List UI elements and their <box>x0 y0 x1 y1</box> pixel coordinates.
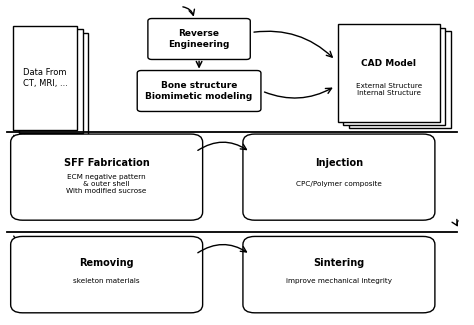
FancyBboxPatch shape <box>13 26 77 130</box>
Text: External Structure
Internal Structure: External Structure Internal Structure <box>356 83 422 96</box>
FancyBboxPatch shape <box>243 237 435 313</box>
FancyBboxPatch shape <box>11 134 202 220</box>
Text: Removing: Removing <box>79 258 134 267</box>
FancyBboxPatch shape <box>18 29 82 133</box>
Text: Bone structure
Biomimetic modeling: Bone structure Biomimetic modeling <box>146 81 253 101</box>
Text: skeleton materials: skeleton materials <box>73 278 140 284</box>
FancyBboxPatch shape <box>11 237 202 313</box>
Text: ECM negative pattern
& outer shell
With modified sucrose: ECM negative pattern & outer shell With … <box>66 174 147 194</box>
FancyBboxPatch shape <box>148 19 250 59</box>
Text: Injection: Injection <box>315 158 363 168</box>
FancyBboxPatch shape <box>24 32 88 136</box>
Text: CPC/Polymer composite: CPC/Polymer composite <box>296 181 382 187</box>
Text: Sintering: Sintering <box>313 258 365 267</box>
Text: Reverse
Engineering: Reverse Engineering <box>168 29 230 49</box>
Text: improve mechanical integrity: improve mechanical integrity <box>286 278 392 284</box>
FancyBboxPatch shape <box>337 24 439 122</box>
FancyBboxPatch shape <box>343 28 445 125</box>
Text: CAD Model: CAD Model <box>361 59 416 68</box>
FancyBboxPatch shape <box>137 71 261 111</box>
Text: SFF Fabrication: SFF Fabrication <box>64 158 149 168</box>
FancyBboxPatch shape <box>349 31 451 128</box>
Text: Data From
CT, MRI, ...: Data From CT, MRI, ... <box>23 68 67 88</box>
FancyBboxPatch shape <box>243 134 435 220</box>
